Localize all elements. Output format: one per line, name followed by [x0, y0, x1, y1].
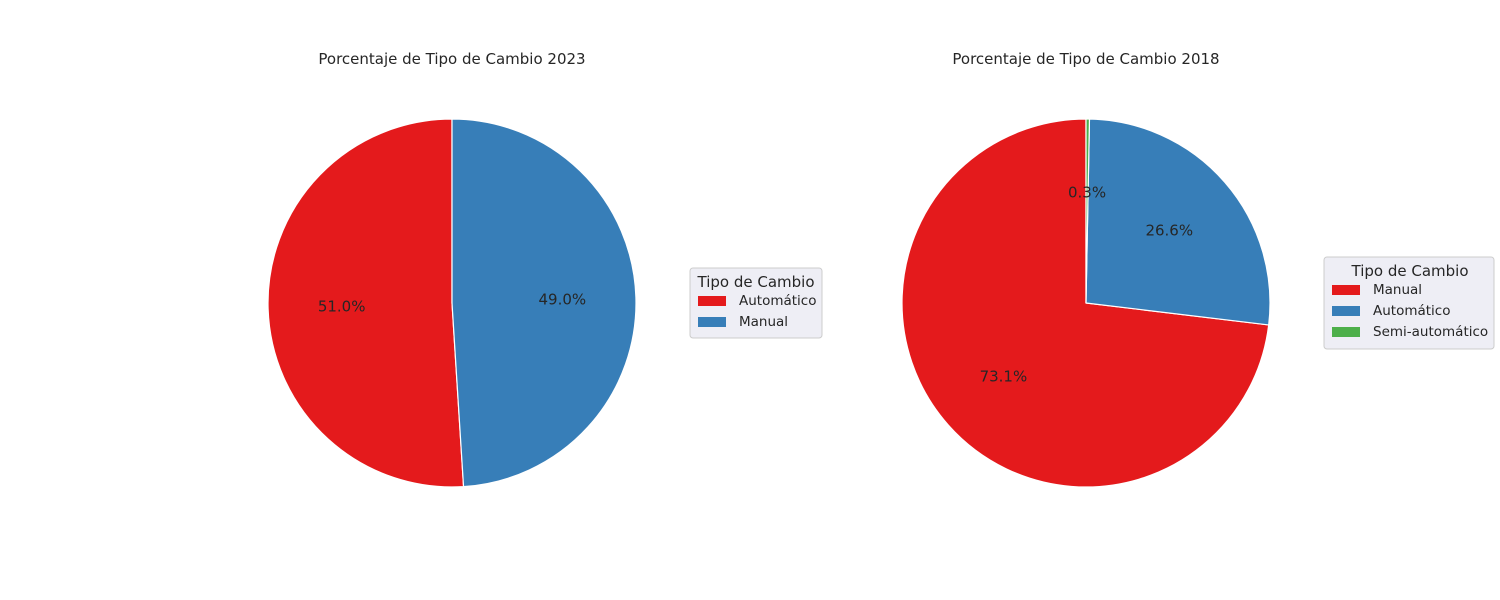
legend-label-0: Automático	[739, 293, 817, 309]
pie-percent-label-2: 0.3%	[1068, 184, 1106, 202]
legend: Tipo de Cambio Manual Automático Semi-auto…	[1323, 256, 1495, 350]
pie-slices	[901, 118, 1271, 488]
pie-percent-labels: 51.0% 49.0%	[318, 291, 586, 316]
legend-box	[1323, 256, 1495, 350]
legend-items: Manual Automático Semi-automático	[1332, 282, 1488, 340]
legend-items: Automático Manual	[698, 293, 817, 330]
legend-label-1: Manual	[739, 314, 788, 330]
legend-label-0: Manual	[1373, 282, 1422, 298]
pie-percent-label-1: 26.6%	[1145, 222, 1193, 240]
pie-slice-1	[1085, 118, 1271, 326]
legend-swatch-2	[1332, 327, 1360, 337]
pie-slice-2	[1085, 118, 1091, 304]
legend-title: Tipo de Cambio	[697, 273, 815, 291]
pie-slices	[267, 118, 637, 488]
pie-chart-2018: Porcentaje de Tipo de Cambio 2018 73.1% 2…	[901, 50, 1495, 488]
legend: Tipo de Cambio Automático Manual	[689, 267, 823, 339]
legend-label-1: Automático	[1373, 303, 1451, 319]
legend-label-2: Semi-automático	[1373, 324, 1488, 340]
legend-swatch-1	[1332, 306, 1360, 316]
pie-percent-label-1: 49.0%	[539, 291, 587, 309]
pie-slice-0	[267, 118, 465, 488]
pie-percent-label-0: 73.1%	[980, 367, 1028, 385]
legend-swatch-1	[698, 317, 726, 327]
chart-title: Porcentaje de Tipo de Cambio 2018	[952, 50, 1219, 68]
pie-percent-labels: 73.1% 26.6% 0.3%	[980, 184, 1194, 386]
pie-slice-0	[901, 118, 1270, 488]
pie-chart-2023: Porcentaje de Tipo de Cambio 2023 51.0% 4…	[267, 50, 823, 488]
legend-swatch-0	[698, 296, 726, 306]
pie-percent-label-0: 51.0%	[318, 297, 366, 315]
legend-title: Tipo de Cambio	[1351, 262, 1469, 280]
legend-swatch-0	[1332, 285, 1360, 295]
pie-slice-1	[451, 118, 637, 488]
chart-title: Porcentaje de Tipo de Cambio 2023	[318, 50, 585, 68]
